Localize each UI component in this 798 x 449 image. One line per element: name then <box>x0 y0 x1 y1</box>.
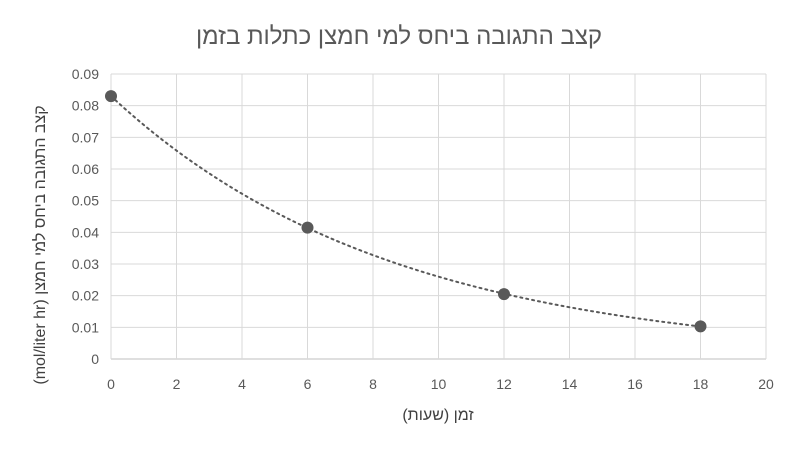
y-tick-label: 0.03 <box>72 256 99 272</box>
y-tick-label: 0.07 <box>72 129 99 145</box>
chart-title: קצב התגובה ביחס למי חמצן כתלות בזמן <box>196 23 602 50</box>
x-axis-title: זמן (שעות) <box>402 407 473 424</box>
x-tick-label: 20 <box>758 376 774 392</box>
x-tick-label: 16 <box>627 376 643 392</box>
y-axis-ticks: 0 0.01 0.02 0.03 0.04 0.05 0.06 0.07 0.08 0.09 <box>72 66 99 367</box>
y-axis-title: קצב התגובה ביחס למי חמצן (mol/liter hr) <box>31 105 49 384</box>
data-point <box>301 221 314 234</box>
x-tick-label: 0 <box>107 376 115 392</box>
y-tick-label: 0 <box>91 351 99 367</box>
x-tick-label: 8 <box>369 376 377 392</box>
y-tick-label: 0.05 <box>72 193 99 209</box>
data-point <box>694 320 707 333</box>
y-tick-label: 0.09 <box>72 66 99 82</box>
x-tick-label: 4 <box>238 376 246 392</box>
y-tick-label: 0.04 <box>72 224 99 240</box>
y-tick-label: 0.06 <box>72 161 99 177</box>
y-tick-label: 0.02 <box>72 288 99 304</box>
x-tick-label: 18 <box>693 376 709 392</box>
y-tick-label: 0.08 <box>72 98 99 114</box>
trendline-path <box>110 95 702 328</box>
x-tick-label: 6 <box>304 376 312 392</box>
x-axis-ticks: 0 2 4 6 8 10 12 14 16 18 20 <box>107 376 774 392</box>
data-point <box>498 288 510 301</box>
x-tick-label: 12 <box>496 376 512 392</box>
data-point <box>105 90 117 103</box>
x-tick-label: 2 <box>173 376 181 392</box>
y-tick-label: 0.01 <box>72 319 99 335</box>
trendline <box>110 95 702 328</box>
x-tick-label: 10 <box>431 376 447 392</box>
x-tick-label: 14 <box>562 376 578 392</box>
data-points <box>105 90 707 333</box>
grid <box>110 73 767 360</box>
